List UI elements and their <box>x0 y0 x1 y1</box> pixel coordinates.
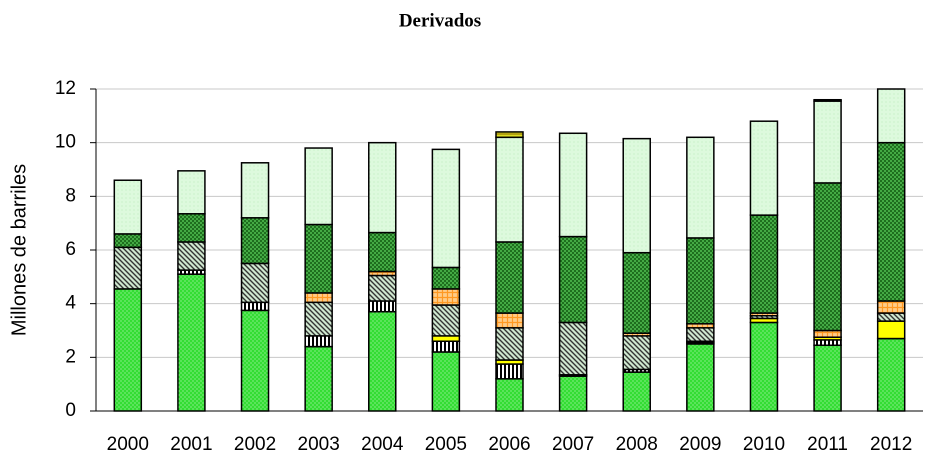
bar-segment <box>240 301 270 312</box>
bar-segment <box>813 344 842 412</box>
y-tick-label: 6 <box>65 239 76 260</box>
bar-segment <box>177 273 206 412</box>
bar-segment <box>113 179 143 235</box>
x-tick-label: 2001 <box>170 434 212 455</box>
bar-segment <box>113 233 143 249</box>
bar-segment <box>749 321 779 412</box>
x-tick-label: 2006 <box>488 434 530 455</box>
bar-segment <box>558 235 588 324</box>
bar-segment <box>876 88 906 144</box>
bar-segment <box>304 147 333 226</box>
bar-segment <box>368 141 397 234</box>
x-tick-label: 2010 <box>743 434 785 455</box>
bar-segment <box>495 136 524 243</box>
y-tick-label: 8 <box>65 185 76 206</box>
x-tick-label: 2009 <box>679 434 721 455</box>
bar-segment <box>304 301 333 337</box>
bar-segment <box>240 162 270 219</box>
bar-segment <box>431 304 461 337</box>
bar-segment <box>876 337 906 412</box>
bar-segment <box>431 340 461 353</box>
bar-segment <box>240 262 270 304</box>
bar-segment <box>495 312 524 329</box>
x-tick-label: 2002 <box>234 434 276 455</box>
bar-segment <box>495 131 524 139</box>
x-tick-label: 2003 <box>298 434 340 455</box>
bar-segment <box>368 300 397 313</box>
bar-segment <box>431 351 461 412</box>
x-tick-label: 2007 <box>552 434 594 455</box>
bar-segment <box>558 375 588 412</box>
y-tick-label: 4 <box>65 293 76 314</box>
bar-segment <box>686 327 715 342</box>
y-axis-label: Millones de barriles <box>8 164 30 336</box>
bar-segment <box>240 309 270 412</box>
bar-segment <box>240 217 270 265</box>
bar-segment <box>304 345 333 412</box>
bar-segment <box>558 132 588 238</box>
bar-segment <box>622 371 651 412</box>
bar-segment <box>876 320 906 340</box>
bar-segment <box>813 100 842 184</box>
bar-segment <box>368 231 397 273</box>
bar-segment <box>622 137 651 254</box>
y-tick-label: 12 <box>55 78 76 99</box>
x-tick-label: 2008 <box>616 434 658 455</box>
x-tick-label: 2000 <box>107 434 149 455</box>
chart-title: Derivados <box>399 10 481 31</box>
bar-segment <box>113 288 143 412</box>
bar-segment <box>304 223 333 294</box>
bar-segment <box>876 141 906 302</box>
bar-segment <box>177 170 206 215</box>
bar-segment <box>304 292 333 304</box>
bar-segment <box>686 237 715 325</box>
y-tick-label: 2 <box>65 346 76 367</box>
bar-segment <box>368 274 397 302</box>
bar-segment <box>177 241 206 271</box>
bar-segment <box>749 120 779 216</box>
bar-segment <box>177 213 206 243</box>
bar-segment <box>113 246 143 290</box>
bar-segment <box>686 343 715 412</box>
bar-segment <box>622 251 651 334</box>
bar-segment <box>431 148 461 269</box>
bar-segment <box>622 335 651 371</box>
y-tick-label: 10 <box>55 132 76 153</box>
bar-segment <box>686 136 715 239</box>
bar-segment <box>431 335 461 342</box>
bar-segment <box>495 241 524 314</box>
bar-segment <box>431 288 461 306</box>
bar-segment <box>495 378 524 412</box>
x-tick-label: 2005 <box>425 434 467 455</box>
bar-segment <box>495 327 524 361</box>
bar-segment <box>876 312 906 322</box>
bar-segment <box>813 182 842 332</box>
bar-segment <box>495 363 524 380</box>
bar-segment <box>749 214 779 314</box>
x-tick-label: 2012 <box>870 434 912 455</box>
bar-segment <box>876 300 906 314</box>
y-tick-label: 0 <box>65 400 76 421</box>
bar-segment <box>813 329 842 338</box>
bar-segment <box>558 321 588 376</box>
bar-segment <box>368 310 397 412</box>
bar-segment <box>304 335 333 348</box>
bar-segment <box>813 339 842 347</box>
bar-segment <box>813 98 842 102</box>
x-tick-label: 2011 <box>807 434 848 455</box>
x-tick-label: 2004 <box>361 434 404 455</box>
bar-segment <box>431 266 461 290</box>
